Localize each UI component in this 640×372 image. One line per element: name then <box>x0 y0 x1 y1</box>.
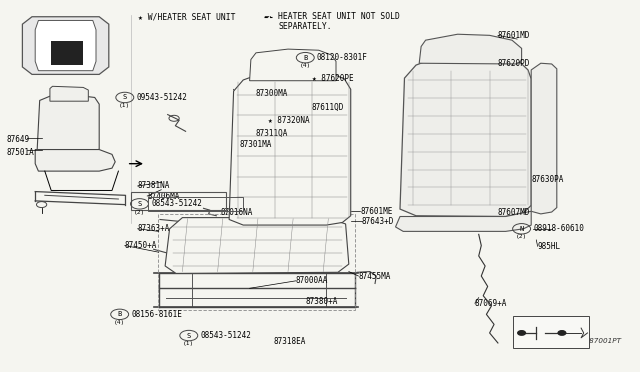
Text: 87630PA: 87630PA <box>531 175 564 184</box>
Text: 87643+D: 87643+D <box>362 217 394 226</box>
Text: ★ W/HEATER SEAT UNIT: ★ W/HEATER SEAT UNIT <box>138 12 235 21</box>
Text: 08543-51242: 08543-51242 <box>151 199 202 208</box>
Text: 87450+A: 87450+A <box>125 241 157 250</box>
Circle shape <box>558 331 566 335</box>
Text: J87001PT: J87001PT <box>588 339 621 344</box>
Text: (4): (4) <box>300 63 311 68</box>
Text: 08156-8161E: 08156-8161E <box>131 310 182 319</box>
Text: 87601MD: 87601MD <box>498 31 531 40</box>
Text: 87318EA: 87318EA <box>274 337 307 346</box>
Text: 87601ME: 87601ME <box>360 207 393 216</box>
Polygon shape <box>35 20 96 71</box>
Text: 87649: 87649 <box>6 135 29 144</box>
Text: 09543-51242: 09543-51242 <box>136 93 187 102</box>
Polygon shape <box>229 71 351 225</box>
Bar <box>513 316 589 348</box>
Text: S: S <box>187 333 191 339</box>
Text: N: N <box>520 226 524 232</box>
Text: 87607MD: 87607MD <box>498 208 531 217</box>
Text: 87620PD: 87620PD <box>498 60 531 68</box>
Text: 87455MA: 87455MA <box>358 272 391 280</box>
Bar <box>148 197 243 211</box>
Text: 87380+A: 87380+A <box>306 297 339 306</box>
Text: (2): (2) <box>516 234 527 240</box>
Polygon shape <box>35 150 115 171</box>
Text: 87501A: 87501A <box>6 148 34 157</box>
Text: ★ 87320NA: ★ 87320NA <box>268 116 309 125</box>
Text: S: S <box>138 201 141 207</box>
Text: 08120-8301F: 08120-8301F <box>317 53 367 62</box>
Text: S: S <box>123 94 127 100</box>
Polygon shape <box>50 86 88 101</box>
Text: 87363+A: 87363+A <box>138 224 170 233</box>
Text: 87069+A: 87069+A <box>475 299 508 308</box>
Text: (1): (1) <box>183 341 195 346</box>
Text: 08543-51242: 08543-51242 <box>200 331 251 340</box>
Text: 87611QD: 87611QD <box>312 103 344 112</box>
Text: 87016NA: 87016NA <box>221 208 253 217</box>
Text: SEPARATELY.: SEPARATELY. <box>278 22 332 31</box>
Text: B: B <box>303 55 307 61</box>
Bar <box>158 214 355 310</box>
Text: 87300MA: 87300MA <box>256 89 289 97</box>
Text: 985HL: 985HL <box>538 242 561 251</box>
Polygon shape <box>531 63 557 214</box>
Text: (1): (1) <box>119 103 131 108</box>
Text: 08918-60610: 08918-60610 <box>533 224 584 233</box>
Polygon shape <box>22 17 109 74</box>
Text: (2): (2) <box>134 209 145 215</box>
Text: 87000AA: 87000AA <box>296 276 328 285</box>
Text: (4): (4) <box>114 320 125 325</box>
Polygon shape <box>419 34 522 64</box>
Text: HEATER SEAT UNIT NOT SOLD: HEATER SEAT UNIT NOT SOLD <box>278 12 400 21</box>
Circle shape <box>518 331 525 335</box>
Polygon shape <box>396 211 531 231</box>
Polygon shape <box>250 49 336 81</box>
Text: 87301MA: 87301MA <box>240 140 273 149</box>
Polygon shape <box>37 93 99 158</box>
Text: B: B <box>118 311 122 317</box>
Text: 87406MA: 87406MA <box>147 192 180 201</box>
Text: ★ 87620PE: ★ 87620PE <box>312 74 353 83</box>
Bar <box>51 41 83 65</box>
Polygon shape <box>165 218 349 273</box>
Text: 87311QA: 87311QA <box>256 129 289 138</box>
Polygon shape <box>400 52 531 217</box>
Bar <box>131 192 226 210</box>
Text: 87381NA: 87381NA <box>138 182 170 190</box>
